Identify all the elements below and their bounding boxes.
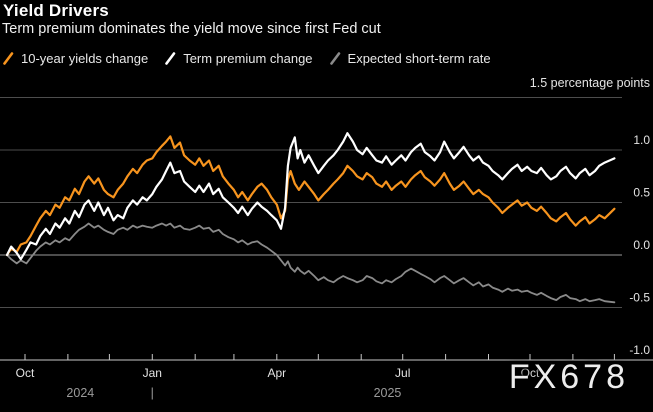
legend-label: Expected short-term rate bbox=[347, 51, 491, 66]
watermark: FX678 bbox=[508, 358, 629, 396]
y-tick-label: 1.0 bbox=[633, 133, 650, 147]
y-tick-label: -0.5 bbox=[629, 291, 650, 305]
legend-label: 10-year yields change bbox=[21, 51, 149, 66]
year-label: 2025 bbox=[374, 386, 402, 400]
page-title: Yield Drivers bbox=[3, 1, 109, 20]
series-line-term-premium-change bbox=[5, 132, 616, 261]
legend-item-10-year-yields-change: 10-year yields change bbox=[3, 51, 148, 66]
y-tick-label: 0.5 bbox=[633, 186, 650, 200]
y-tick-label: 0.0 bbox=[633, 238, 650, 252]
slash-icon bbox=[165, 52, 176, 65]
legend-item-term-premium-change: Term premium change bbox=[165, 51, 313, 66]
legend: 10-year yields change Term premium chang… bbox=[3, 51, 491, 66]
legend-item-expected-short-term-rate: Expected short-term rate bbox=[329, 51, 491, 66]
y-axis-unit-label: 1.5 percentage points bbox=[529, 76, 650, 90]
x-tick-label: Oct bbox=[16, 366, 35, 380]
series-line-expected-short-term-rate bbox=[6, 222, 616, 304]
slash-icon bbox=[329, 52, 340, 65]
year-label: | bbox=[151, 386, 154, 400]
legend-label: Term premium change bbox=[183, 51, 313, 66]
y-tick-label: -1.0 bbox=[629, 343, 650, 357]
x-tick-label: Jul bbox=[395, 366, 410, 380]
series-line-10-year-yields-change bbox=[5, 135, 616, 257]
x-tick-label: Oct bbox=[521, 366, 540, 380]
slash-icon bbox=[3, 52, 14, 65]
year-label: 2024 bbox=[66, 386, 94, 400]
x-tick-label: Apr bbox=[267, 366, 286, 380]
x-tick-label: Jan bbox=[143, 366, 162, 380]
chart-subtitle: Term premium dominates the yield move si… bbox=[2, 21, 381, 37]
